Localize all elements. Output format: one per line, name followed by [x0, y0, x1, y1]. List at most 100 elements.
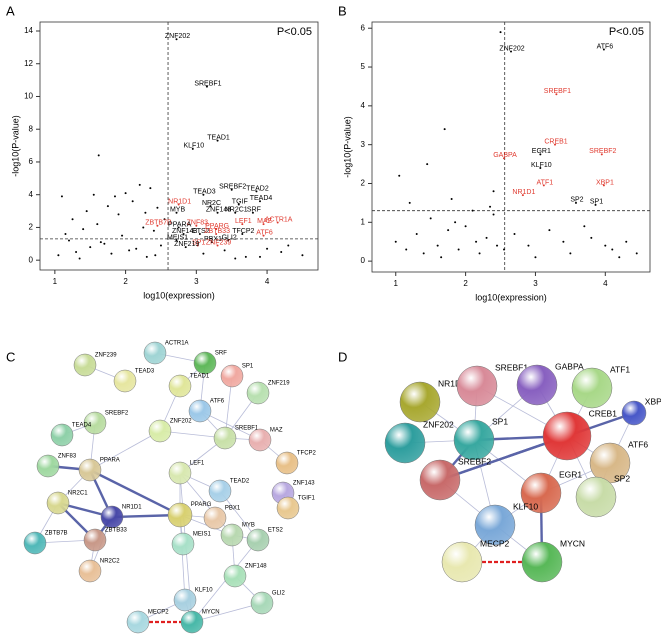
edge [179, 514, 186, 601]
node-label: MEIS1 [193, 532, 212, 538]
y-tick-label: 5 [361, 62, 366, 71]
point [625, 240, 628, 243]
y-tick-label: 3 [361, 140, 366, 149]
point-label: KLF10 [531, 162, 552, 169]
scatter-plot: 1 2 3 4 0 1 2 3 4 5 6 log10(expression) -log10(P-val… [342, 21, 651, 302]
point [562, 240, 565, 243]
node-label: XBP1 [645, 396, 661, 406]
point [602, 184, 605, 187]
point [583, 225, 586, 228]
edge [89, 430, 161, 471]
x-tick-label: 2 [463, 279, 468, 288]
point-label: NR1D1 [168, 198, 191, 205]
point [496, 244, 499, 247]
point [154, 254, 157, 257]
point [258, 255, 261, 258]
point [215, 232, 218, 235]
point [156, 206, 159, 209]
point [82, 228, 85, 231]
point [287, 244, 290, 247]
node-label: PPARA [100, 458, 120, 464]
panel-letter: D [338, 349, 347, 364]
node [248, 428, 272, 452]
point [255, 190, 258, 193]
y-tick-label: 0 [361, 256, 366, 265]
x-tick-label: 3 [194, 277, 199, 286]
node-label: MYB [242, 523, 255, 529]
node-label: ZNF143 [293, 481, 315, 487]
node [23, 531, 47, 555]
point [237, 203, 240, 206]
point [569, 252, 572, 255]
point-label: KLF10 [183, 143, 204, 150]
node-label: TEAD1 [190, 374, 210, 380]
node [180, 610, 204, 634]
point [149, 187, 152, 190]
x-tick-label: 1 [394, 279, 399, 288]
node-label: NR2C2 [100, 559, 120, 565]
point [262, 234, 265, 237]
node [168, 374, 192, 398]
point [429, 217, 432, 220]
point [113, 195, 116, 198]
node-label: ZNF83 [58, 454, 77, 460]
point [485, 236, 488, 239]
node [276, 496, 300, 520]
point [426, 163, 429, 166]
point [513, 232, 516, 235]
point [99, 241, 102, 244]
point [276, 221, 279, 224]
node [223, 564, 247, 588]
node [441, 541, 483, 583]
point [440, 256, 443, 259]
node-label: SP2 [614, 473, 630, 483]
point-label: TFCP2 [232, 228, 254, 235]
node [173, 588, 197, 612]
point [196, 244, 199, 247]
point [447, 229, 450, 232]
point [492, 213, 495, 216]
scatter-plot: 1 2 3 402468101214log10(expression)-log10(P… [10, 21, 319, 300]
point-label: ATF6 [597, 43, 614, 50]
point [499, 31, 502, 34]
point [191, 147, 194, 150]
point-label: MYB [170, 207, 186, 214]
x-tick-label: 2 [123, 277, 128, 286]
point-label: ZBTB7B [145, 220, 172, 227]
point [215, 228, 218, 231]
point [156, 224, 159, 227]
point [234, 211, 237, 214]
point [68, 239, 71, 242]
node [78, 559, 102, 583]
point-label: SREBF1 [194, 81, 221, 88]
point [230, 188, 233, 191]
node-label: ZNF148 [245, 564, 267, 570]
node-label: SREBF2 [105, 411, 129, 417]
point-label: MEIS1 [167, 234, 188, 241]
point-label: SREBF2 [589, 148, 616, 155]
y-tick-label: 14 [24, 26, 33, 35]
point [436, 244, 439, 247]
point-label: ZNF202 [165, 33, 190, 40]
annotation: P<0.05 [609, 26, 644, 38]
node [246, 528, 270, 552]
y-tick-label: 10 [24, 92, 33, 101]
point-label: SP1 [192, 239, 205, 246]
point [262, 223, 265, 226]
point [202, 252, 205, 255]
point [600, 153, 603, 156]
node [171, 532, 195, 556]
point [475, 240, 478, 243]
node-label: SP1 [492, 416, 508, 426]
node-label: ACTR1A [165, 341, 189, 347]
node [188, 399, 212, 423]
plot-frame [371, 21, 651, 273]
point [182, 232, 185, 235]
point [57, 254, 60, 257]
point [135, 247, 138, 250]
node [453, 419, 495, 461]
point [128, 249, 131, 252]
point [510, 50, 512, 53]
point [85, 210, 88, 213]
